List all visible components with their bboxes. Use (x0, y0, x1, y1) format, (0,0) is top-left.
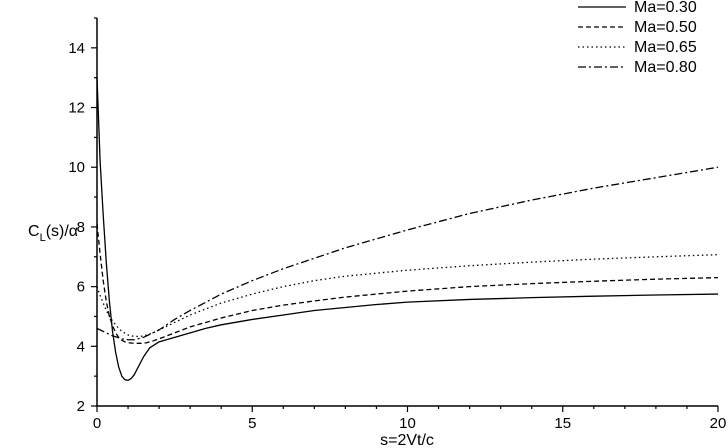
x-tick-label: 0 (93, 415, 101, 432)
y-tick-label: 10 (68, 159, 85, 176)
y-tick-label: 12 (68, 100, 85, 117)
plot-series (96, 77, 719, 381)
legend: Ma=0.30 Ma=0.50 Ma=0.65 Ma=0.80 (578, 0, 697, 76)
y-tick-label: 4 (77, 338, 85, 355)
y-tick-label: 6 (77, 279, 85, 296)
legend-label-4: Ma=0.80 (634, 59, 697, 76)
x-axis-label: s=2Vt/c (380, 432, 434, 448)
y-tick-label: 8 (77, 219, 85, 236)
x-tick-label: 20 (710, 415, 727, 432)
y-tick-label: 2 (77, 398, 85, 415)
legend-label-3: Ma=0.65 (634, 39, 697, 56)
series-line-4 (96, 166, 719, 341)
legend-label-1: Ma=0.30 (634, 0, 697, 16)
series-line-1 (96, 77, 719, 381)
x-tick-label: 15 (554, 415, 571, 432)
x-axis: 0 5 10 15 20 (93, 405, 727, 432)
y-tick-label: 14 (68, 40, 85, 57)
y-axis: 2 4 6 8 10 12 14 (68, 17, 98, 415)
series-line-2 (96, 223, 719, 344)
y-axis-label: CL(s)/α (28, 223, 78, 244)
legend-label-2: Ma=0.50 (634, 19, 697, 36)
x-tick-label: 10 (399, 415, 416, 432)
x-tick-label: 5 (248, 415, 256, 432)
